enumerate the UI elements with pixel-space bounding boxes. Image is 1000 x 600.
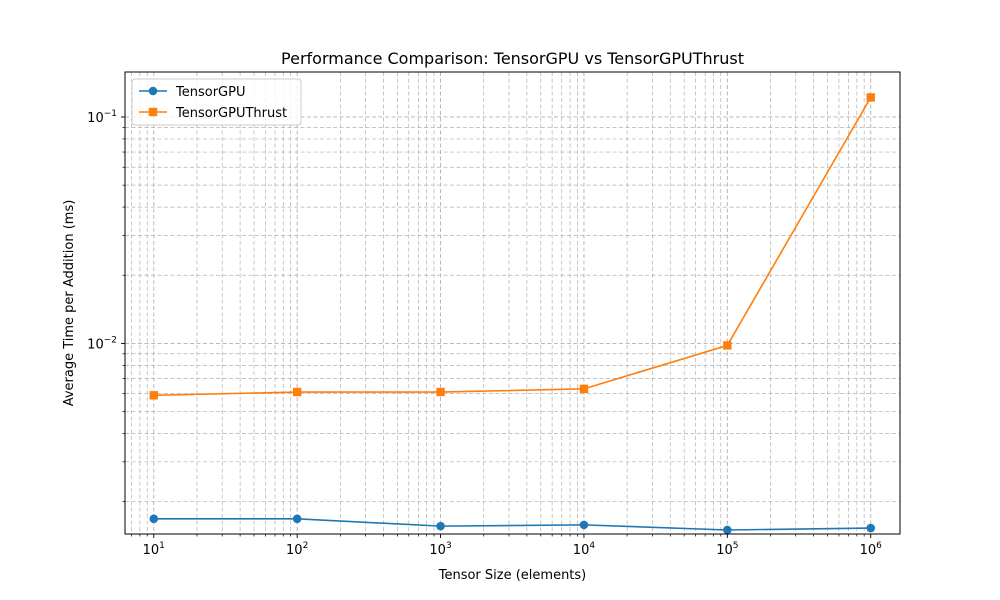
x-tick-base: 10 (716, 543, 733, 558)
data-point-tensorgputhrust (579, 384, 589, 394)
x-tick-exponent: 1 (159, 541, 165, 551)
series-layer (149, 93, 876, 535)
x-tick-label: 102 (286, 541, 308, 558)
data-point-tensorgputhrust (292, 387, 302, 397)
legend-marker-tensorgputhrust (148, 107, 158, 117)
x-tick-base: 10 (860, 543, 877, 558)
y-tick-exponent: −2 (104, 335, 117, 345)
x-tick-label: 105 (716, 541, 738, 558)
y-tick-label: 10−1 (87, 109, 117, 126)
data-point-tensorgpu (723, 525, 732, 535)
data-point-tensorgputhrust (723, 341, 732, 350)
grid-layer (125, 72, 900, 534)
data-point-tensorgpu (149, 514, 159, 524)
data-point-tensorgpu (436, 521, 445, 531)
chart-title: Performance Comparison: TensorGPU vs Ten… (281, 49, 744, 68)
legend-marker-tensorgpu (148, 86, 158, 96)
x-tick-base: 10 (286, 543, 303, 558)
legend-box (131, 78, 302, 126)
series-line-tensorgputhrust (153, 97, 872, 397)
x-tick-base: 10 (143, 543, 160, 558)
y-tick-label: 10−2 (87, 335, 117, 352)
x-tick-label: 101 (143, 541, 165, 558)
legend: TensorGPU TensorGPUThrust (131, 78, 302, 126)
data-point-tensorgputhrust (149, 391, 158, 400)
x-tick-exponent: 2 (303, 541, 309, 551)
x-tick-base: 10 (429, 543, 446, 558)
y-tick-base: 10 (87, 111, 104, 126)
y-tick-exponent: −1 (104, 109, 117, 119)
y-tick-base: 10 (87, 337, 104, 352)
data-point-tensorgpu (292, 514, 302, 524)
data-point-tensorgpu (579, 520, 589, 530)
data-point-tensorgpu (866, 523, 876, 533)
data-point-tensorgputhrust (436, 387, 445, 397)
x-tick-exponent: 4 (589, 541, 595, 551)
legend-label-tensorgpu: TensorGPU (175, 85, 245, 100)
x-axis-label: Tensor Size (elements) (438, 568, 587, 583)
x-tick-label: 104 (573, 541, 596, 558)
x-tick-label: 103 (429, 541, 451, 558)
x-tick-base: 10 (573, 543, 590, 558)
legend-label-tensorgputhrust: TensorGPUThrust (175, 106, 287, 121)
x-tick-exponent: 6 (876, 541, 882, 551)
series-line-tensorgpu (153, 518, 871, 531)
x-tick-exponent: 3 (446, 541, 452, 551)
plot-area (125, 72, 900, 534)
y-axis-label: Average Time per Addition (ms) (62, 200, 77, 407)
data-point-tensorgputhrust (866, 93, 875, 102)
plot-frame (124, 71, 901, 535)
x-tick-label: 106 (860, 541, 883, 558)
x-tick-exponent: 5 (733, 541, 739, 551)
